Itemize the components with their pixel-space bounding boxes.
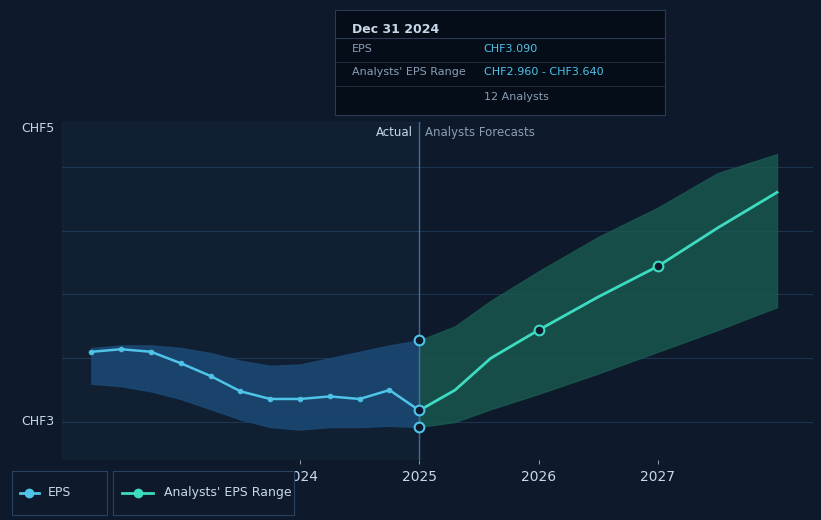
Text: CHF2.960 - CHF3.640: CHF2.960 - CHF3.640 xyxy=(484,67,603,76)
Text: CHF3.090: CHF3.090 xyxy=(484,44,538,54)
Text: Analysts' EPS Range: Analysts' EPS Range xyxy=(351,67,466,76)
Text: Dec 31 2024: Dec 31 2024 xyxy=(351,22,438,35)
Text: Analysts' EPS Range: Analysts' EPS Range xyxy=(164,486,291,499)
Text: CHF3: CHF3 xyxy=(21,415,54,428)
Text: EPS: EPS xyxy=(48,486,71,499)
Text: Analysts Forecasts: Analysts Forecasts xyxy=(425,126,535,139)
Bar xyxy=(62,122,420,460)
Text: EPS: EPS xyxy=(351,44,373,54)
Text: CHF5: CHF5 xyxy=(21,122,54,135)
Text: 12 Analysts: 12 Analysts xyxy=(484,92,548,102)
Text: Actual: Actual xyxy=(376,126,413,139)
